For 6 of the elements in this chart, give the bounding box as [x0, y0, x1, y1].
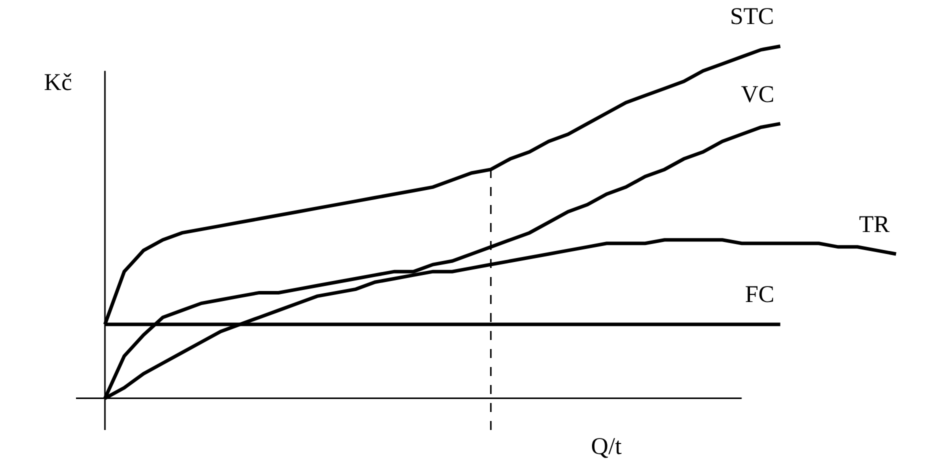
y-axis-title: Kč [44, 70, 72, 96]
series-label: VC [741, 82, 774, 108]
series-label: STC [730, 4, 774, 30]
x-axis-title: Q/t [591, 434, 622, 460]
series-label: TR [859, 212, 890, 238]
series-label: FC [745, 282, 774, 308]
